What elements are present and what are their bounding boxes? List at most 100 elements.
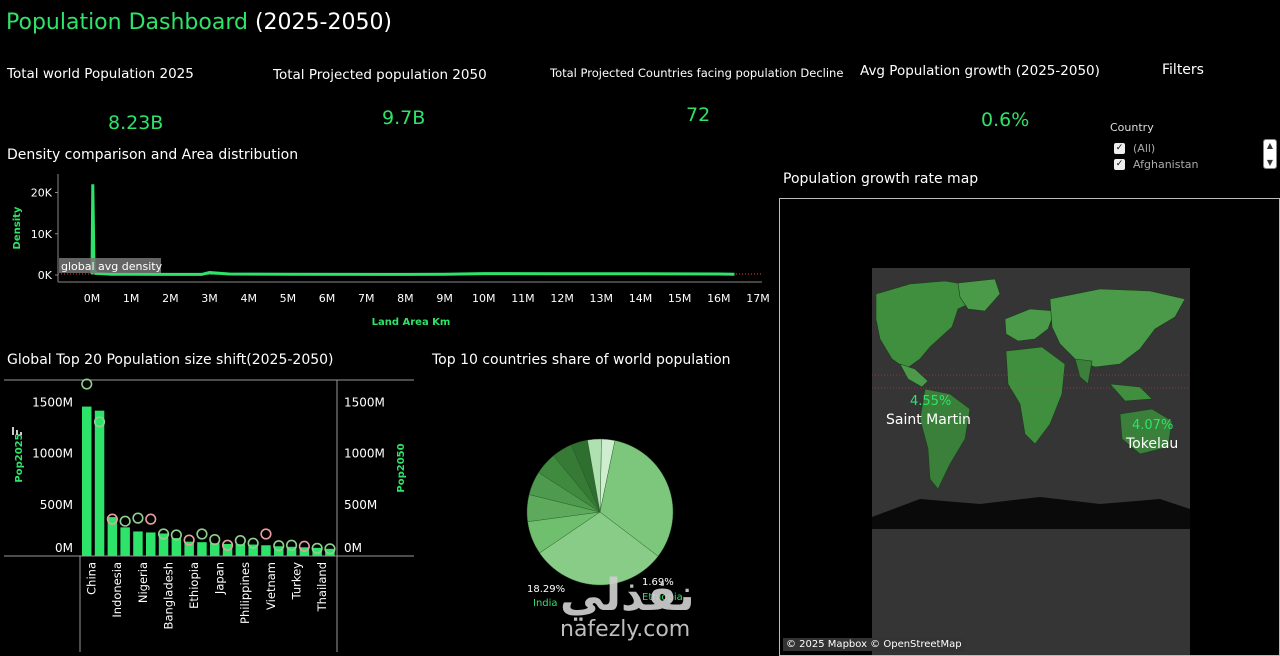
filter-scrollbar[interactable]: ▲ ▼ bbox=[1263, 139, 1277, 169]
asia-shape bbox=[1049, 288, 1186, 368]
top20-left-axis-label: Pop2025 bbox=[14, 433, 25, 482]
map-title: Population growth rate map bbox=[783, 171, 979, 187]
map-annotation-saint-martin-pct: 4.55% bbox=[910, 394, 951, 409]
top20-left-tick-label: 1000M bbox=[32, 447, 73, 461]
pie-label-ethiopia-pct: 1.69% bbox=[642, 577, 674, 588]
top20-x-label: China bbox=[85, 562, 99, 595]
top20-2050-marker bbox=[93, 416, 106, 428]
density-x-tick-label: 10M bbox=[472, 292, 496, 305]
density-x-tick-label: 17M bbox=[746, 292, 770, 305]
top20-left-tick-label: 0M bbox=[55, 541, 73, 555]
density-x-tick-label: 4M bbox=[240, 292, 257, 305]
top20-2050-marker bbox=[106, 513, 118, 525]
density-x-tick-label: 12M bbox=[550, 292, 574, 305]
top20-2050-marker bbox=[298, 540, 310, 552]
kpi-label-avg-growth: Avg Population growth (2025-2050) bbox=[860, 63, 1100, 79]
top20-2050-marker bbox=[324, 543, 336, 555]
dashboard-title-main: Population Dashboard bbox=[6, 10, 248, 35]
country-option-label: (All) bbox=[1133, 141, 1156, 155]
top20-bar bbox=[107, 517, 118, 556]
kpi-label-world-2025: Total world Population 2025 bbox=[7, 66, 194, 82]
top20-x-label: Turkey bbox=[289, 562, 303, 601]
top20-bar bbox=[312, 547, 322, 556]
top20-bar bbox=[82, 406, 92, 556]
top20-x-label: Nigeria bbox=[136, 562, 150, 603]
density-chart-title: Density comparison and Area distribution bbox=[7, 147, 299, 163]
watermark-site: nafezly.com bbox=[560, 617, 691, 642]
greenland-shape bbox=[957, 278, 1001, 312]
filters-title: Filters bbox=[1162, 62, 1204, 78]
density-x-tick-label: 16M bbox=[707, 292, 731, 305]
country-option-afghanistan[interactable]: ✓ Afghanistan bbox=[1114, 156, 1280, 172]
density-x-tick-label: 2M bbox=[162, 292, 179, 305]
world-map[interactable]: 4.55% Saint Martin 4.07% Tokelau bbox=[780, 199, 1279, 656]
top20-left-tick-label: 500M bbox=[40, 498, 73, 512]
reference-label-box bbox=[59, 258, 161, 273]
growth-rate-map[interactable]: 4.55% Saint Martin 4.07% Tokelau bbox=[779, 198, 1280, 656]
top20-bar bbox=[261, 545, 271, 556]
pie-label-india-name: India bbox=[533, 598, 558, 609]
top20-bar bbox=[210, 543, 220, 556]
top20-bar bbox=[171, 538, 182, 556]
top20-2050-marker bbox=[170, 529, 182, 541]
north-america-shape bbox=[875, 280, 981, 370]
country-filter-list[interactable]: ✓ (All) ✓ Afghanistan bbox=[1114, 140, 1280, 172]
top20-bar bbox=[133, 531, 143, 556]
top20-left-tick-label: 1500M bbox=[32, 395, 73, 409]
top20-chart: Pop2025 Pop2050 1500M 1000M 500M 0M 1500M 10… bbox=[4, 378, 414, 652]
top20-right-tick-label: 1000M bbox=[344, 447, 385, 461]
top20-2050-marker bbox=[285, 539, 298, 551]
top20-chart-title: Global Top 20 Population size shift(2025… bbox=[7, 352, 334, 368]
top20-bar bbox=[94, 410, 105, 556]
top20-bar bbox=[286, 546, 297, 556]
top20-right-tick-label: 0M bbox=[344, 541, 362, 555]
top20-right-tick-label: 500M bbox=[344, 498, 377, 512]
density-x-tick-label: 8M bbox=[397, 292, 414, 305]
scroll-up-icon[interactable]: ▲ bbox=[1266, 141, 1274, 150]
density-x-tick-label: 1M bbox=[123, 292, 140, 305]
map-annotation-tokelau-pct: 4.07% bbox=[1132, 418, 1173, 433]
pie-label-ethiopia-name: Ethiopia bbox=[642, 592, 683, 603]
density-x-tick-label: 14M bbox=[629, 292, 653, 305]
kpi-label-projected-2050: Total Projected population 2050 bbox=[273, 67, 487, 83]
country-option-all[interactable]: ✓ (All) bbox=[1114, 140, 1280, 156]
density-x-tick-label: 0M bbox=[84, 292, 101, 305]
europe-shape bbox=[1004, 308, 1056, 342]
top20-right-axis-label: Pop2050 bbox=[396, 443, 407, 492]
sort-icon[interactable] bbox=[12, 427, 22, 435]
top20-2050-marker bbox=[260, 528, 272, 540]
checkbox-checked-icon[interactable]: ✓ bbox=[1114, 142, 1125, 154]
india-shape bbox=[1074, 358, 1093, 385]
top20-bar bbox=[325, 548, 335, 556]
top20-2050-marker bbox=[145, 513, 157, 525]
map-annotation-saint-martin-name: Saint Martin bbox=[886, 412, 971, 428]
scroll-down-icon[interactable]: ▼ bbox=[1266, 158, 1274, 167]
density-y-axis-label: Density bbox=[12, 206, 23, 249]
top20-2050-marker bbox=[209, 534, 221, 546]
kpi-value-world-2025: 8.23B bbox=[108, 112, 164, 134]
top20-2050-marker bbox=[81, 378, 93, 390]
pie-slice bbox=[539, 511, 659, 586]
top20-2050-marker bbox=[234, 535, 246, 547]
top20-2050-marker bbox=[273, 540, 285, 552]
top20-2050-marker bbox=[157, 528, 170, 540]
top20-x-label: Bangladesh bbox=[161, 562, 175, 629]
top20-2050-marker bbox=[132, 512, 144, 524]
dashboard-title: Population Dashboard (2025-2050) bbox=[6, 10, 392, 35]
density-area bbox=[92, 184, 735, 275]
density-y-tick-label: 20K bbox=[31, 187, 53, 200]
top20-2050-marker bbox=[119, 515, 131, 527]
top20-2050-marker bbox=[196, 528, 208, 540]
top20-bar bbox=[158, 533, 169, 556]
south-america-shape bbox=[919, 388, 971, 490]
density-x-tick-label: 5M bbox=[280, 292, 297, 305]
checkbox-checked-icon[interactable]: ✓ bbox=[1114, 158, 1125, 170]
density-x-tick-label: 6M bbox=[319, 292, 336, 305]
density-y-tick-label: 10K bbox=[31, 228, 53, 241]
map-credit[interactable]: © 2025 Mapbox © OpenStreetMap bbox=[783, 638, 965, 651]
top20-2050-marker bbox=[311, 542, 323, 554]
top20-2050-marker bbox=[221, 539, 234, 551]
antarctica-shape bbox=[872, 497, 1190, 529]
top20-bar bbox=[197, 542, 207, 556]
pie-chart: 18.29% India 1.69% Ethiopia bbox=[526, 438, 683, 609]
